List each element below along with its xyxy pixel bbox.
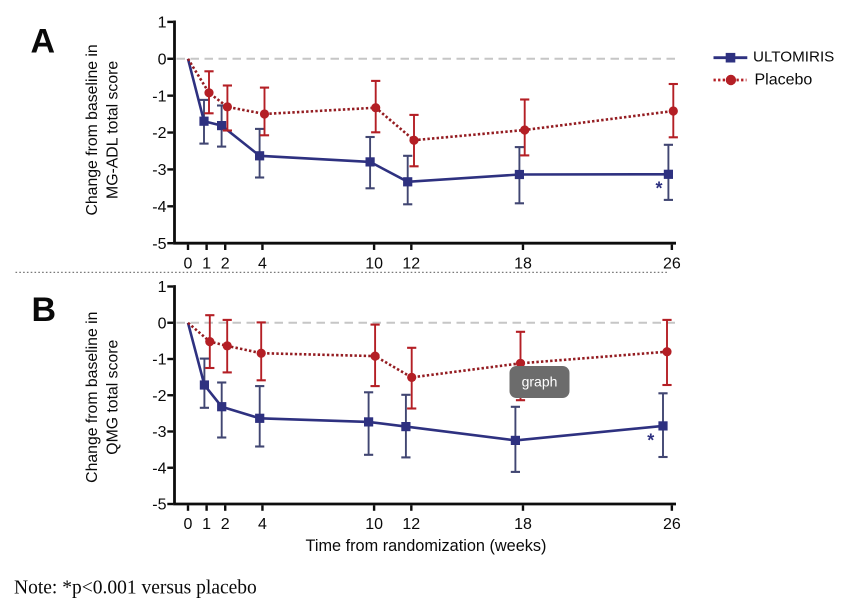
svg-text:*: * [655, 179, 662, 199]
svg-text:graph: graph [522, 374, 558, 390]
svg-text:Time from randomization (weeks: Time from randomization (weeks) [306, 537, 547, 555]
svg-text:-3: -3 [152, 424, 166, 441]
svg-text:B: B [32, 291, 57, 329]
svg-text:-4: -4 [152, 199, 166, 216]
svg-text:26: 26 [663, 255, 681, 272]
svg-text:-5: -5 [152, 236, 166, 253]
svg-text:4: 4 [258, 516, 267, 533]
svg-text:18: 18 [514, 516, 532, 533]
svg-text:-1: -1 [152, 88, 166, 105]
svg-text:10: 10 [365, 516, 383, 533]
svg-text:-5: -5 [152, 497, 166, 514]
svg-text:0: 0 [184, 516, 193, 533]
svg-text:-1: -1 [152, 352, 166, 369]
svg-text:2: 2 [221, 516, 230, 533]
svg-text:-2: -2 [152, 388, 166, 405]
svg-text:Note: *p<0.001 versus placebo: Note: *p<0.001 versus placebo [14, 578, 257, 599]
svg-text:-2: -2 [152, 125, 166, 142]
svg-text:12: 12 [402, 255, 420, 272]
svg-text:0: 0 [158, 315, 167, 332]
svg-text:26: 26 [663, 516, 681, 533]
svg-text:-4: -4 [152, 460, 166, 477]
svg-text:ULTOMIRIS: ULTOMIRIS [753, 49, 834, 66]
svg-text:1: 1 [202, 255, 211, 272]
svg-text:*: * [647, 431, 654, 451]
svg-text:4: 4 [258, 255, 267, 272]
svg-text:Placebo: Placebo [755, 71, 813, 88]
svg-text:1: 1 [158, 15, 167, 32]
svg-text:2: 2 [221, 255, 230, 272]
svg-text:18: 18 [514, 255, 532, 272]
svg-text:12: 12 [402, 516, 420, 533]
svg-text:10: 10 [365, 255, 383, 272]
svg-text:-3: -3 [152, 162, 166, 179]
svg-text:1: 1 [202, 516, 211, 533]
svg-text:0: 0 [158, 51, 167, 68]
svg-text:0: 0 [184, 255, 193, 272]
svg-text:A: A [31, 23, 56, 61]
svg-text:1: 1 [158, 279, 167, 296]
